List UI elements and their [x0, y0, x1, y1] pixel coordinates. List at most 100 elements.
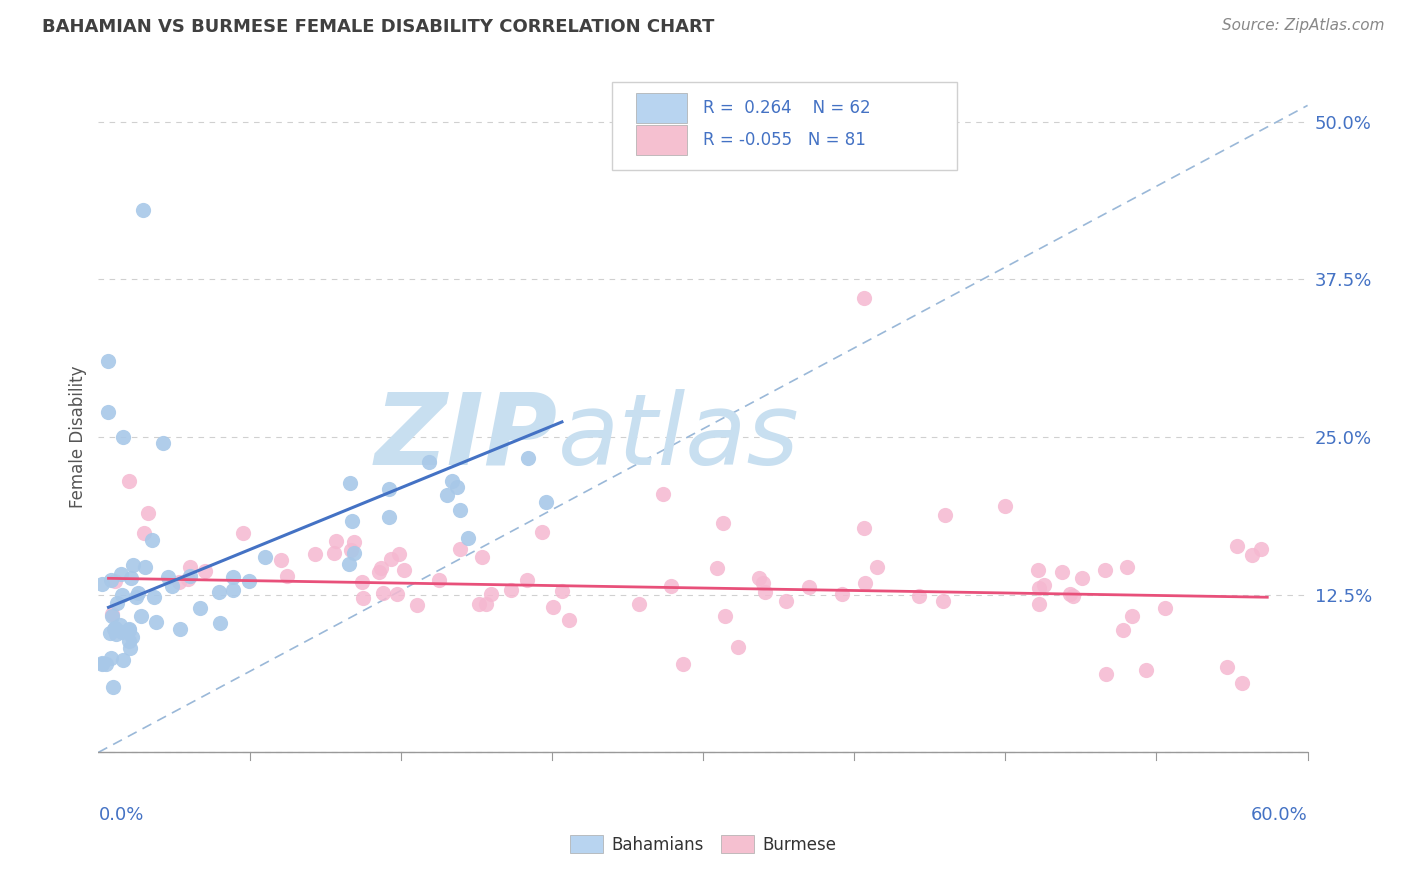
Point	[797, 580, 820, 594]
Point	[208, 585, 231, 599]
Point	[169, 622, 191, 636]
Point	[380, 552, 402, 566]
Point	[221, 582, 243, 597]
Point	[350, 575, 373, 590]
Text: 60.0%: 60.0%	[1251, 806, 1308, 824]
Point	[110, 617, 132, 632]
Point	[111, 430, 134, 444]
Point	[1112, 624, 1135, 638]
Point	[103, 622, 125, 636]
Point	[427, 573, 450, 587]
Text: 0.0%: 0.0%	[98, 806, 143, 824]
Point	[337, 558, 360, 572]
Point	[865, 560, 887, 574]
Point	[1028, 597, 1050, 611]
Point	[222, 570, 245, 584]
Point	[125, 590, 148, 604]
Point	[111, 653, 134, 667]
Point	[157, 570, 180, 584]
Point	[91, 577, 114, 591]
Point	[167, 575, 190, 590]
Point	[118, 474, 141, 488]
Point	[752, 576, 775, 591]
Point	[387, 547, 409, 561]
Point	[436, 488, 458, 502]
Point	[446, 480, 468, 494]
Point	[100, 608, 122, 623]
Point	[134, 559, 156, 574]
Point	[304, 547, 326, 561]
Point	[378, 510, 401, 524]
Point	[118, 622, 141, 636]
Point	[270, 553, 292, 567]
Point	[385, 587, 408, 601]
Point	[475, 597, 498, 611]
Point	[101, 680, 124, 694]
Point	[368, 565, 391, 579]
Point	[1121, 608, 1143, 623]
Point	[1116, 559, 1139, 574]
Point	[853, 291, 876, 305]
Point	[672, 657, 695, 671]
Text: Source: ZipAtlas.com: Source: ZipAtlas.com	[1222, 18, 1385, 33]
Point	[1032, 578, 1054, 592]
Point	[132, 203, 155, 218]
Point	[754, 584, 776, 599]
Point	[1095, 667, 1118, 681]
Y-axis label: Female Disability: Female Disability	[69, 366, 87, 508]
Point	[111, 624, 134, 639]
Point	[706, 561, 728, 575]
Point	[100, 650, 122, 665]
Point	[457, 531, 479, 545]
Point	[132, 526, 155, 541]
Point	[449, 541, 471, 556]
Point	[188, 600, 211, 615]
Point	[373, 585, 395, 599]
Point	[551, 584, 574, 599]
Point	[440, 474, 463, 488]
Point	[748, 571, 770, 585]
Point	[1230, 676, 1253, 690]
Point	[91, 656, 114, 670]
Point	[541, 599, 564, 614]
Point	[127, 586, 149, 600]
Point	[107, 596, 129, 610]
Point	[122, 558, 145, 572]
Point	[208, 615, 231, 630]
Point	[1062, 590, 1084, 604]
Point	[342, 514, 364, 528]
Point	[145, 615, 167, 629]
Point	[1226, 539, 1249, 553]
FancyBboxPatch shape	[637, 93, 688, 123]
Point	[908, 589, 931, 603]
Point	[121, 630, 143, 644]
Point	[238, 574, 260, 589]
Point	[651, 487, 673, 501]
Point	[534, 495, 557, 509]
FancyBboxPatch shape	[613, 82, 957, 170]
Point	[104, 574, 127, 589]
Point	[530, 524, 553, 539]
Point	[853, 576, 876, 591]
Point	[120, 641, 142, 656]
Point	[353, 591, 375, 605]
Point	[160, 579, 183, 593]
Point	[325, 533, 347, 548]
Point	[1241, 549, 1264, 563]
Point	[378, 482, 401, 496]
Text: R = -0.055   N = 81: R = -0.055 N = 81	[703, 131, 866, 149]
Point	[100, 607, 122, 621]
Point	[659, 579, 682, 593]
Point	[322, 546, 344, 560]
Point	[1059, 587, 1081, 601]
Point	[499, 583, 522, 598]
Point	[418, 455, 440, 469]
Point	[118, 624, 141, 638]
Text: ZIP: ZIP	[375, 389, 558, 485]
Point	[194, 564, 217, 578]
Point	[370, 561, 392, 575]
Point	[831, 587, 853, 601]
Point	[94, 657, 117, 671]
Text: R =  0.264    N = 62: R = 0.264 N = 62	[703, 99, 870, 117]
Point	[110, 567, 132, 582]
